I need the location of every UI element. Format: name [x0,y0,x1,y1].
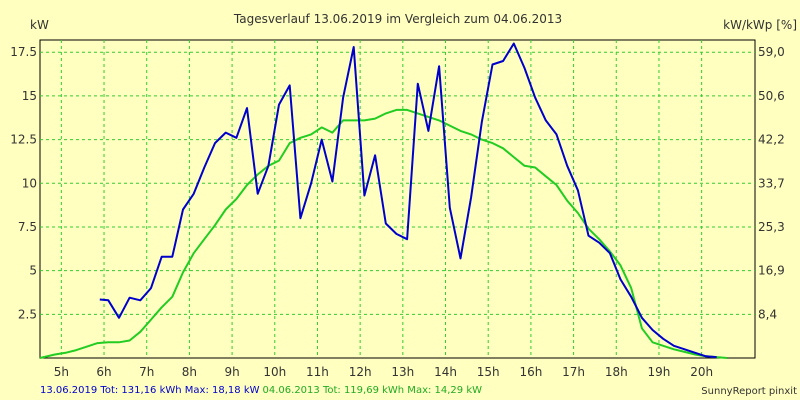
x-axis-ticks: 5h 6h 7h 8h 9h 10h 11h 12h 13h 14h 15h 16h 17h 18h 19h… [54,365,713,379]
x-tick-label: 5h [54,365,69,379]
series-line-2 [39,108,728,359]
y2-tick-label: 8,4 [758,307,777,321]
x-tick-label: 8h [182,365,197,379]
y-axis-ticks: 2.5 5 7.5 10 12.5 15 17.5 [10,45,37,321]
y-tick-label: 5 [29,264,37,278]
x-tick-label: 20h [690,365,713,379]
y2-tick-label: 59,0 [758,45,785,59]
x-tick-label: 15h [477,365,500,379]
y2-tick-label: 25,3 [758,220,785,234]
x-tick-label: 12h [349,365,372,379]
plot-area [39,39,756,359]
y2-tick-label: 50,6 [758,89,785,103]
y-tick-label: 10 [22,176,37,190]
x-tick-label: 16h [519,365,542,379]
series1-summary: 13.06.2019 Tot: 131,16 kWh Max: 18,18 kW [40,385,260,396]
x-tick-label: 17h [562,365,585,379]
series-lines [39,42,728,359]
credit: SunnyReport pinxit [701,386,797,397]
footer-summary: 13.06.2019 Tot: 131,16 kWh Max: 18,18 kW… [40,385,482,396]
y-axis-label: kW [30,18,49,32]
x-tick-label: 7h [139,365,154,379]
y-tick-label: 12.5 [10,133,37,147]
y-tick-label: 17.5 [10,45,37,59]
y2-tick-label: 16,9 [758,264,785,278]
x-tick-label: 18h [605,365,628,379]
series2-summary: 04.06.2013 Tot: 119,69 kWh Max: 14,29 kW [263,385,483,396]
y2-tick-label: 33,7 [758,176,785,190]
y-tick-label: 7.5 [18,220,37,234]
x-tick-label: 9h [224,365,239,379]
y-tick-label: 15 [22,89,37,103]
x-tick-label: 6h [96,365,111,379]
chart-title: Tagesverlauf 13.06.2019 im Vergleich zum… [233,12,562,26]
x-tick-label: 14h [434,365,457,379]
x-tick-label: 11h [306,365,329,379]
series-line-1 [99,42,717,359]
x-tick-label: 10h [263,365,286,379]
y2-tick-label: 42,2 [758,133,785,147]
x-tick-label: 13h [391,365,414,379]
x-tick-label: 19h [648,365,671,379]
y2-axis-ticks: 8,4 16,9 25,3 33,7 42,2 50,6 59,0 [758,45,785,321]
y-tick-label: 2.5 [18,307,37,321]
grid [40,40,755,358]
y2-axis-label: kW/kWp [%] [723,18,797,32]
